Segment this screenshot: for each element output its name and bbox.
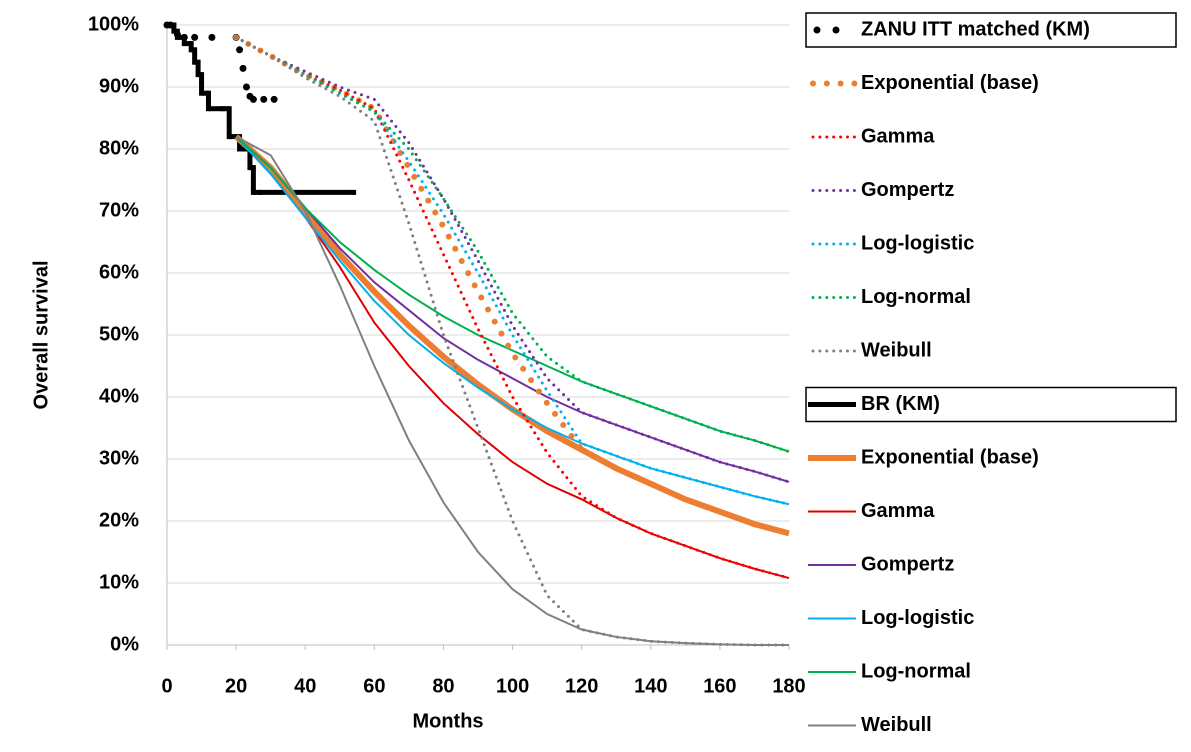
- legend-label: Gompertz: [861, 179, 954, 201]
- legend-label: Log-normal: [861, 660, 971, 682]
- y-tick-label: 80%: [99, 137, 139, 159]
- x-tick-label: 0: [161, 675, 172, 697]
- legend-label: Exponential (base): [861, 446, 1039, 468]
- legend-label: Log-normal: [861, 286, 971, 308]
- legend-label: Log-logistic: [861, 232, 974, 254]
- legend-box: [805, 12, 1177, 48]
- legend-label: Exponential (base): [861, 72, 1039, 94]
- y-tick-label: 70%: [99, 199, 139, 221]
- x-tick-label: 100: [496, 675, 529, 697]
- data-point: [270, 95, 278, 103]
- y-tick-label: 100%: [88, 13, 139, 35]
- legend-label: Weibull: [861, 339, 932, 361]
- y-tick-label: 60%: [99, 261, 139, 283]
- x-tick-label: 20: [225, 675, 247, 697]
- series-line: [234, 35, 791, 506]
- legend-swatch: [813, 26, 821, 34]
- x-tick-label: 60: [363, 675, 385, 697]
- legend-label: ZANU ITT matched (KM): [861, 18, 1090, 40]
- data-point: [239, 64, 247, 72]
- x-tick-label: 80: [432, 675, 454, 697]
- x-tick-label: 120: [565, 675, 598, 697]
- legend-label: Gompertz: [861, 553, 954, 575]
- legend-label: Weibull: [861, 714, 932, 736]
- data-point: [191, 33, 199, 41]
- x-tick-label: 160: [703, 675, 736, 697]
- y-tick-label: 90%: [99, 75, 139, 97]
- y-tick-label: 0%: [110, 633, 139, 655]
- y-tick-label: 20%: [99, 509, 139, 531]
- legend-swatch: [832, 26, 840, 34]
- data-point: [249, 95, 257, 103]
- data-point: [208, 33, 216, 41]
- series-line: [235, 135, 790, 483]
- legend-label: BR (KM): [861, 393, 940, 415]
- series-line: [234, 35, 791, 484]
- legend-label: Gamma: [861, 125, 935, 147]
- y-tick-label: 30%: [99, 447, 139, 469]
- x-tick-label: 140: [634, 675, 667, 697]
- legend-label: Gamma: [861, 500, 935, 522]
- data-point: [236, 46, 244, 54]
- legend-box: [805, 386, 1177, 423]
- x-tick-label: 40: [294, 675, 316, 697]
- y-axis-label: Overall survival: [30, 261, 52, 410]
- series-line: [234, 35, 791, 580]
- series-line: [235, 135, 790, 453]
- data-point: [260, 95, 268, 103]
- y-tick-label: 50%: [99, 323, 139, 345]
- series-line: [234, 35, 791, 454]
- data-point: [242, 83, 250, 91]
- series-line: [234, 35, 791, 647]
- x-tick-label: 180: [772, 675, 805, 697]
- x-axis-label: Months: [412, 710, 483, 732]
- series-line: [235, 135, 789, 646]
- legend-label: Log-logistic: [861, 607, 974, 629]
- y-tick-label: 10%: [99, 571, 139, 593]
- y-tick-label: 40%: [99, 385, 139, 407]
